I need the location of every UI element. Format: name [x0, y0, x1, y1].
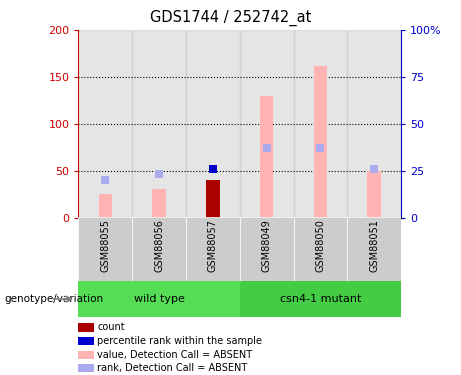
Bar: [78, 364, 95, 372]
Bar: [78, 337, 95, 345]
Text: GSM88049: GSM88049: [261, 219, 272, 272]
Bar: [240, 281, 401, 317]
Text: GSM88051: GSM88051: [369, 219, 379, 272]
Bar: [78, 30, 132, 217]
Bar: [132, 30, 186, 217]
Bar: [240, 217, 294, 281]
Text: wild type: wild type: [134, 294, 184, 304]
Bar: [78, 217, 132, 281]
Bar: [240, 30, 294, 217]
Bar: [294, 217, 347, 281]
Text: GSM88055: GSM88055: [100, 219, 110, 272]
Bar: [132, 217, 186, 281]
Bar: [78, 351, 95, 358]
Text: GSM88056: GSM88056: [154, 219, 164, 272]
Bar: [313, 66, 327, 218]
Bar: [78, 281, 240, 317]
Text: percentile rank within the sample: percentile rank within the sample: [97, 336, 262, 346]
Bar: [260, 96, 273, 218]
Bar: [99, 194, 112, 217]
Bar: [186, 30, 240, 217]
Text: GSM88057: GSM88057: [208, 219, 218, 272]
Bar: [186, 217, 240, 281]
Bar: [367, 171, 381, 217]
Bar: [152, 189, 166, 217]
Text: GSM88050: GSM88050: [315, 219, 325, 272]
Text: GDS1744 / 252742_at: GDS1744 / 252742_at: [150, 9, 311, 26]
Bar: [347, 30, 401, 217]
Bar: [78, 323, 95, 332]
Bar: [206, 180, 219, 218]
Text: value, Detection Call = ABSENT: value, Detection Call = ABSENT: [97, 350, 252, 360]
Text: count: count: [97, 322, 125, 332]
Text: genotype/variation: genotype/variation: [5, 294, 104, 304]
Text: rank, Detection Call = ABSENT: rank, Detection Call = ABSENT: [97, 363, 248, 373]
Bar: [294, 30, 347, 217]
Bar: [347, 217, 401, 281]
Text: csn4-1 mutant: csn4-1 mutant: [280, 294, 361, 304]
